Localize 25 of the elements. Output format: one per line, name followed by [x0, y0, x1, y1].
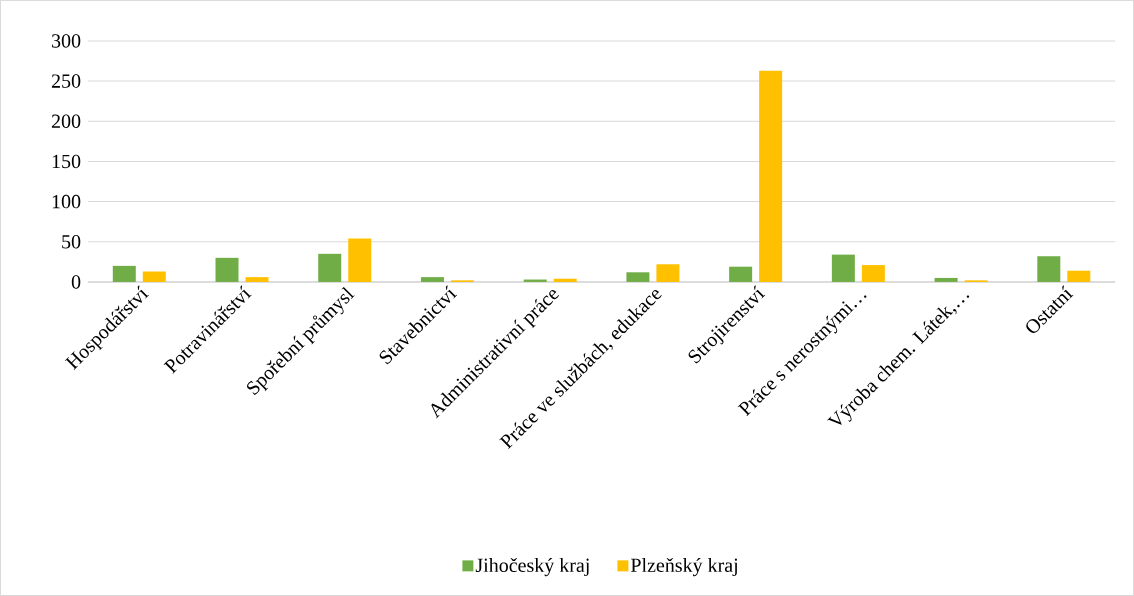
y-tick-label: 100	[52, 194, 81, 209]
bar	[215, 257, 239, 282]
y-tick-label: 250	[51, 74, 81, 88]
bar	[729, 266, 753, 282]
y-tick-label: 300	[52, 34, 81, 48]
bar	[934, 277, 958, 282]
y-tick-label: 200	[51, 114, 81, 129]
bar	[759, 70, 783, 282]
y-tick-label: 150	[52, 154, 81, 169]
bar	[318, 253, 342, 282]
y-tick-label: 50	[62, 235, 81, 249]
legend-label: Jihočeský kraj	[475, 557, 589, 577]
bar	[861, 265, 885, 282]
bar	[348, 238, 372, 282]
bar	[112, 265, 136, 282]
bar	[245, 277, 269, 282]
bar	[142, 271, 166, 282]
legend-label: Plzeňský kraj	[630, 557, 737, 577]
bar	[1067, 270, 1091, 282]
bar	[1037, 256, 1061, 282]
bar	[420, 277, 444, 282]
bar	[831, 254, 855, 282]
bar	[553, 278, 577, 282]
bar	[656, 264, 680, 282]
bar	[626, 272, 650, 282]
